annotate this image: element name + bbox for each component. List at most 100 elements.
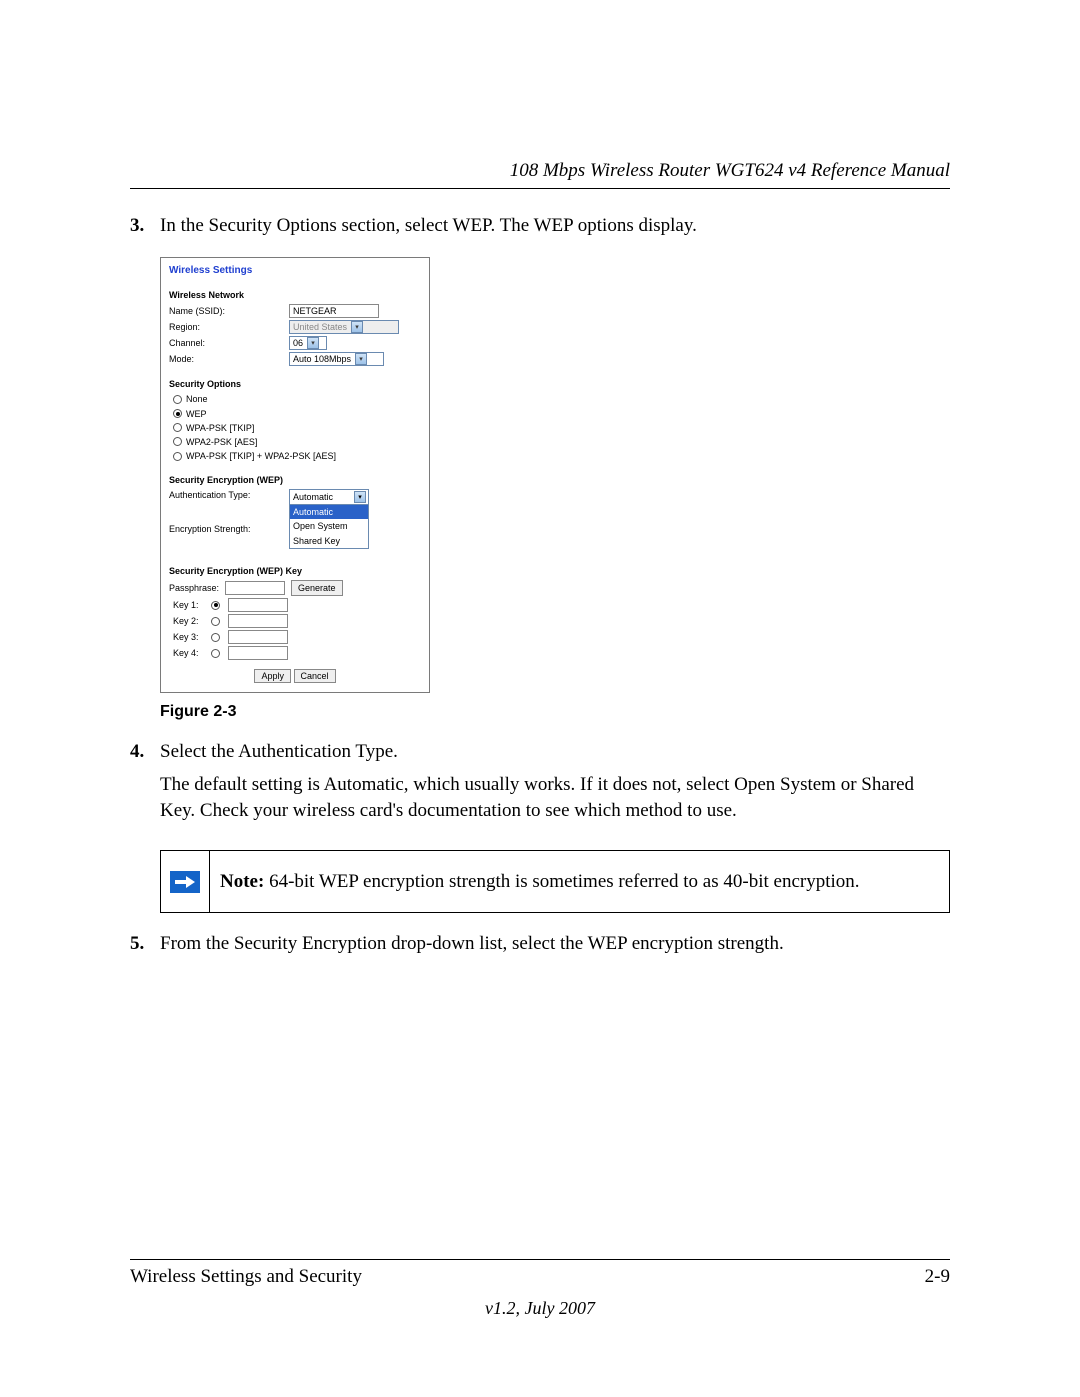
footer-pagenum: 2-9	[925, 1266, 950, 1288]
channel-label: Channel:	[169, 337, 289, 349]
auth-type-label: Authentication Type:	[169, 489, 289, 501]
radio-icon[interactable]	[211, 649, 220, 658]
apply-button[interactable]: Apply	[254, 669, 291, 683]
key3-label: Key 3:	[173, 631, 211, 643]
wireless-settings-screenshot: Wireless Settings Wireless Network Name …	[160, 257, 430, 694]
footer-version: v1.2, July 2007	[130, 1298, 950, 1319]
step-5: 5. From the Security Encryption drop-dow…	[130, 931, 950, 965]
cancel-button[interactable]: Cancel	[294, 669, 336, 683]
radio-wpa-label: WPA-PSK [TKIP]	[186, 422, 254, 434]
chevron-down-icon: ▾	[351, 321, 363, 333]
radio-icon[interactable]	[211, 633, 220, 642]
radio-wpa-row[interactable]: WPA-PSK [TKIP]	[173, 422, 421, 434]
region-value: United States	[293, 321, 347, 333]
radio-none-label: None	[186, 393, 208, 405]
security-encryption-heading: Security Encryption (WEP)	[169, 474, 421, 486]
auth-option-shared[interactable]: Shared Key	[290, 534, 368, 548]
figure-caption: Figure 2-3	[160, 701, 950, 723]
step-5-content: From the Security Encryption drop-down l…	[160, 931, 950, 965]
auth-option-open[interactable]: Open System	[290, 519, 368, 533]
enc-strength-label: Encryption Strength:	[169, 523, 289, 535]
auth-type-row: Authentication Type: Automatic ▾ Automat…	[169, 489, 421, 548]
key4-row: Key 4:	[173, 646, 421, 660]
radio-icon	[173, 437, 182, 446]
radio-icon	[173, 395, 182, 404]
auth-option-automatic[interactable]: Automatic	[290, 505, 368, 519]
step-5-text: From the Security Encryption drop-down l…	[160, 931, 950, 957]
page: 108 Mbps Wireless Router WGT624 v4 Refer…	[0, 0, 1080, 1397]
mode-select[interactable]: Auto 108Mbps ▾	[289, 352, 384, 366]
chevron-down-icon: ▾	[307, 337, 319, 349]
footer-section: Wireless Settings and Security	[130, 1266, 362, 1288]
note-box: Note: 64-bit WEP encryption strength is …	[160, 850, 950, 914]
radio-wpa2-row[interactable]: WPA2-PSK [AES]	[173, 436, 421, 448]
channel-row: Channel: 06 ▾	[169, 336, 421, 350]
channel-value: 06	[293, 337, 303, 349]
note-text: Note: 64-bit WEP encryption strength is …	[210, 851, 870, 913]
footer-line: Wireless Settings and Security 2-9	[130, 1266, 950, 1288]
ssid-input[interactable]: NETGEAR	[289, 304, 379, 318]
chevron-down-icon: ▾	[354, 491, 366, 503]
wireless-network-heading: Wireless Network	[169, 289, 421, 301]
channel-select[interactable]: 06 ▾	[289, 336, 327, 350]
radio-icon	[173, 409, 182, 418]
step-4: 4. Select the Authentication Type. The d…	[130, 739, 950, 832]
auth-type-value: Automatic	[293, 491, 333, 503]
radio-mixed-row[interactable]: WPA-PSK [TKIP] + WPA2-PSK [AES]	[173, 450, 421, 462]
passphrase-row: Passphrase: Generate	[169, 580, 421, 596]
mode-label: Mode:	[169, 353, 289, 365]
footer-rule	[130, 1259, 950, 1260]
step-5-number: 5.	[130, 931, 160, 965]
auth-type-select[interactable]: Automatic ▾ Automatic Open System Shared…	[289, 489, 369, 548]
passphrase-label: Passphrase:	[169, 582, 225, 594]
step-3: 3. In the Security Options section, sele…	[130, 213, 950, 247]
step-3-content: In the Security Options section, select …	[160, 213, 950, 247]
key2-input[interactable]	[228, 614, 288, 628]
manual-title: 108 Mbps Wireless Router WGT624 v4 Refer…	[130, 160, 950, 182]
key3-row: Key 3:	[173, 630, 421, 644]
security-options-heading: Security Options	[169, 378, 421, 390]
region-select: United States ▾	[289, 320, 399, 334]
region-row: Region: United States ▾	[169, 320, 421, 334]
auth-type-options: Automatic Open System Shared Key	[290, 504, 368, 547]
key1-row: Key 1:	[173, 598, 421, 612]
key2-row: Key 2:	[173, 614, 421, 628]
note-icon-cell	[161, 851, 210, 913]
radio-wep-row[interactable]: WEP	[173, 408, 421, 420]
key3-input[interactable]	[228, 630, 288, 644]
key4-label: Key 4:	[173, 647, 211, 659]
region-label: Region:	[169, 321, 289, 333]
arrow-right-icon	[170, 871, 200, 893]
ssid-label: Name (SSID):	[169, 305, 289, 317]
chevron-down-icon: ▾	[355, 353, 367, 365]
step-4-content: Select the Authentication Type. The defa…	[160, 739, 950, 832]
key2-label: Key 2:	[173, 615, 211, 627]
radio-mixed-label: WPA-PSK [TKIP] + WPA2-PSK [AES]	[186, 450, 336, 462]
radio-wep-label: WEP	[186, 408, 207, 420]
key4-input[interactable]	[228, 646, 288, 660]
footer: Wireless Settings and Security 2-9 v1.2,…	[130, 1259, 950, 1319]
radio-icon[interactable]	[211, 617, 220, 626]
mode-value: Auto 108Mbps	[293, 353, 351, 365]
radio-icon	[173, 452, 182, 461]
step-4-number: 4.	[130, 739, 160, 832]
screenshot-title: Wireless Settings	[169, 264, 421, 278]
radio-icon	[173, 423, 182, 432]
passphrase-input[interactable]	[225, 581, 285, 595]
step-3-number: 3.	[130, 213, 160, 247]
key1-input[interactable]	[228, 598, 288, 612]
step-4-line2: The default setting is Automatic, which …	[160, 772, 950, 823]
generate-button[interactable]: Generate	[291, 580, 343, 596]
ssid-row: Name (SSID): NETGEAR	[169, 304, 421, 318]
radio-none-row[interactable]: None	[173, 393, 421, 405]
security-encryption-key-heading: Security Encryption (WEP) Key	[169, 565, 421, 577]
note-body: 64-bit WEP encryption strength is someti…	[264, 871, 859, 892]
button-row: Apply Cancel	[169, 670, 421, 682]
body: 3. In the Security Options section, sele…	[130, 213, 950, 965]
note-label: Note:	[220, 871, 264, 892]
step-4-line1: Select the Authentication Type.	[160, 739, 950, 765]
mode-row: Mode: Auto 108Mbps ▾	[169, 352, 421, 366]
header-rule	[130, 188, 950, 189]
key1-label: Key 1:	[173, 599, 211, 611]
radio-icon[interactable]	[211, 601, 220, 610]
